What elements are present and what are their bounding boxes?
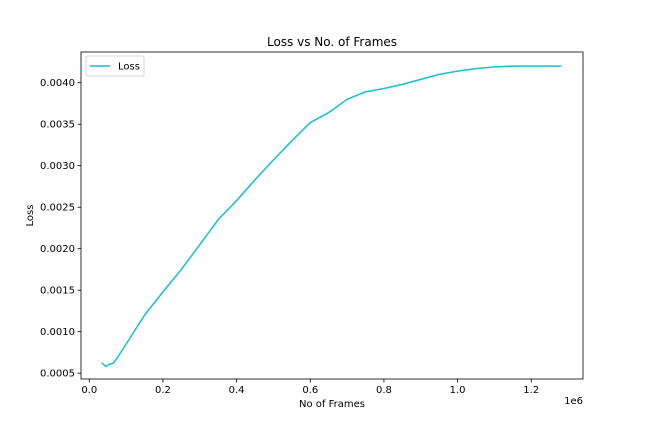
y-tick-label: 0.0005 [40, 369, 75, 380]
legend: Loss [85, 55, 145, 77]
x-tick-label: 0.4 [229, 385, 245, 396]
y-axis-label: Loss [25, 205, 36, 227]
y-tick-label: 0.0030 [40, 161, 75, 172]
x-tick-label: 1.2 [523, 385, 539, 396]
y-tick-label: 0.0040 [40, 78, 75, 89]
x-tick-label: 1.0 [450, 385, 466, 396]
plot-area [80, 51, 584, 380]
y-tick-label: 0.0015 [40, 286, 75, 297]
x-tick-label: 0.6 [302, 385, 318, 396]
x-axis-label: No of Frames [299, 399, 365, 410]
x-tick-label: 0.2 [155, 385, 171, 396]
x-axis: 0.0 0.2 0.4 0.6 0.8 1.0 1.2 [81, 379, 539, 396]
x-tick-label: 0.8 [376, 385, 392, 396]
y-tick-label: 0.0025 [40, 203, 75, 214]
y-tick-label: 0.0020 [40, 244, 75, 255]
x-axis-multiplier: 1e6 [564, 396, 583, 407]
chart-title: Loss vs No. of Frames [267, 35, 397, 49]
series-layer [101, 65, 562, 368]
series-line-loss [101, 65, 562, 368]
y-axis: 0.0005 0.0010 0.0015 0.0020 0.0025 0.0030 0.00… [40, 78, 81, 380]
legend-label-loss: Loss [118, 62, 140, 73]
y-tick-label: 0.0035 [40, 120, 75, 131]
y-tick-label: 0.0010 [40, 327, 75, 338]
legend-box [85, 55, 145, 77]
x-tick-label: 0.0 [81, 385, 97, 396]
